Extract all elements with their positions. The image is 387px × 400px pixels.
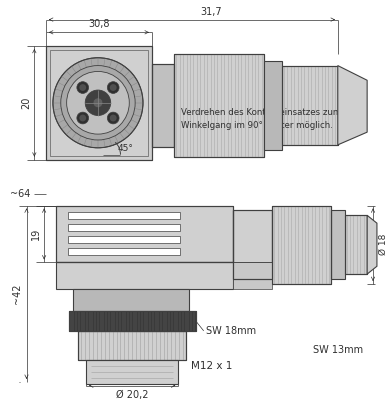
Polygon shape	[367, 215, 377, 274]
Bar	[345, 215, 367, 274]
Bar	[68, 236, 180, 243]
Text: 19: 19	[31, 228, 41, 240]
Text: SW 13mm: SW 13mm	[313, 346, 363, 356]
Bar	[233, 262, 272, 289]
Text: M12 x 1: M12 x 1	[191, 361, 232, 371]
Bar	[264, 61, 282, 150]
Bar	[152, 64, 174, 147]
Text: ~42: ~42	[12, 284, 22, 304]
Bar	[79, 331, 186, 360]
Text: 30,8: 30,8	[88, 19, 110, 29]
Circle shape	[107, 112, 119, 124]
Circle shape	[61, 66, 135, 140]
Bar	[68, 212, 180, 219]
Bar	[233, 210, 272, 279]
Bar	[74, 289, 189, 311]
Text: Ø 18: Ø 18	[379, 234, 387, 255]
Text: 45°: 45°	[118, 144, 134, 153]
Circle shape	[85, 90, 111, 116]
Bar	[86, 360, 178, 384]
Bar	[345, 215, 367, 274]
Bar	[50, 50, 148, 156]
Bar	[68, 311, 196, 331]
Bar	[56, 206, 233, 262]
Text: Ø 20,2: Ø 20,2	[116, 390, 149, 400]
Text: 31,7: 31,7	[201, 7, 222, 17]
Text: Winkelgang im 90° Raster möglich.: Winkelgang im 90° Raster möglich.	[181, 121, 333, 130]
Circle shape	[110, 84, 116, 91]
Text: SW 18mm: SW 18mm	[205, 326, 256, 336]
Bar	[282, 66, 338, 145]
Bar	[282, 66, 338, 145]
Bar	[56, 262, 233, 289]
Circle shape	[77, 82, 89, 94]
Polygon shape	[338, 66, 367, 145]
Bar	[174, 54, 264, 157]
Bar	[272, 206, 331, 284]
Bar	[46, 46, 152, 160]
Circle shape	[53, 58, 143, 148]
Bar	[174, 54, 264, 157]
Bar	[68, 224, 180, 231]
Circle shape	[93, 98, 103, 108]
Circle shape	[79, 84, 86, 91]
Bar	[68, 311, 196, 331]
Bar	[272, 206, 331, 284]
Circle shape	[67, 72, 129, 134]
Text: ~64: ~64	[10, 189, 30, 199]
Bar	[56, 206, 233, 262]
Circle shape	[107, 82, 119, 94]
Circle shape	[77, 112, 89, 124]
Circle shape	[79, 114, 86, 122]
Bar	[46, 46, 152, 160]
Bar	[68, 248, 180, 254]
Bar	[152, 64, 174, 147]
Bar	[331, 210, 345, 279]
Text: Verdrehen des Kontakteinsatzes zum: Verdrehen des Kontakteinsatzes zum	[181, 108, 341, 117]
Bar	[79, 331, 186, 360]
Circle shape	[110, 114, 116, 122]
Text: 20: 20	[21, 96, 31, 109]
Bar	[233, 210, 272, 279]
